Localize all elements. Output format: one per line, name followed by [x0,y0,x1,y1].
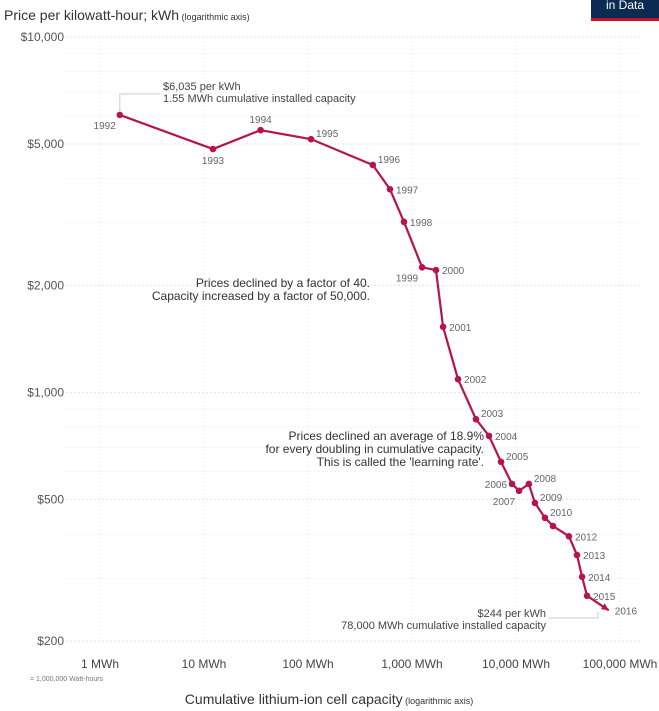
year-label: 1997 [396,185,419,196]
year-label: 1996 [378,155,401,166]
data-point [418,263,426,271]
year-label: 2014 [588,573,611,584]
x-unit-note: = 1,000,000 Watt-hours [30,676,104,683]
factor-annotation-line: Capacity increased by a factor of 50,000… [152,289,370,303]
chart-title: Price per kilowatt-hour; kWh (logarithmi… [4,7,250,23]
data-point [400,218,408,226]
data-point [497,458,505,466]
data-point [485,432,493,440]
data-point [454,375,462,383]
x-axis-note: (logarithmic axis) [403,696,474,706]
data-point [573,551,581,559]
x-axis-label: Cumulative lithium-ion cell capacity (lo… [185,691,473,707]
data-point [583,592,591,600]
year-label: 1992 [94,121,117,132]
data-point [209,145,217,153]
data-point [531,499,539,507]
year-label: 2000 [442,266,465,277]
x-tick-label: 10 MWh [182,657,227,671]
x-tick-label: 1 MWh [81,657,119,671]
year-label: 2004 [495,432,518,443]
data-point [525,480,533,488]
y-tick-label: $5,000 [27,137,64,151]
y-tick-label: $200 [37,634,64,648]
year-label: 2002 [464,375,487,386]
year-label: 2010 [550,508,573,519]
data-point [578,573,586,581]
data-point [439,323,447,331]
learning-rate-annotation-line: Prices declined an average of 18.9% [289,429,485,443]
data-point [472,415,480,423]
arrow-head [600,603,609,611]
end-leader-line [548,612,599,619]
year-label: 2009 [540,493,563,504]
year-label: 1993 [202,156,225,167]
data-point [565,533,573,540]
data-point [257,126,264,134]
data-point [432,266,440,274]
year-label: 1995 [316,129,339,140]
year-label: 1994 [249,115,272,126]
data-point [386,185,394,193]
data-point [541,514,549,522]
year-label: 2016 [615,606,638,617]
factor-annotation-line: Prices declined by a factor of 40. [196,276,370,290]
data-point [307,135,315,143]
year-label: 2012 [575,532,598,543]
year-label: 2007 [493,497,516,508]
end-annotation-line: 78,000 MWh cumulative installed capacity [341,620,546,632]
year-label: 1999 [396,273,419,284]
series-line [119,113,610,612]
x-tick-label: 1,000 MWh [381,657,442,671]
start-annotation-line: 1.55 MWh cumulative installed capacity [163,93,356,105]
y-tick-label: $500 [37,493,64,507]
logo-text: in Data [605,0,645,12]
end-annotation-line: $244 per kWh [478,608,546,620]
year-label: 2008 [534,474,557,485]
y-tick-label: $2,000 [27,278,64,292]
data-point [369,161,377,169]
year-label: 2006 [485,480,508,491]
year-label: 2003 [481,409,504,420]
data-point [116,111,124,119]
data-point [508,480,516,488]
data-point [549,522,557,530]
year-label: 1998 [410,218,433,229]
x-tick-label: 100,000 MWh [583,657,658,671]
start-leader-line [119,93,160,111]
x-tick-label: 100 MWh [282,657,333,671]
y-tick-label: $10,000 [21,30,65,44]
year-label: 2013 [583,551,606,562]
learning-rate-annotation-line: for every doubling in cumulative capacit… [265,442,484,456]
learning-rate-annotation-line: This is called the 'learning rate'. [317,455,484,469]
owid-logo[interactable]: in Data [591,0,659,21]
start-annotation-line: $6,035 per kWh [163,81,241,93]
x-tick-label: 10,000 MWh [482,657,550,671]
data-point [515,487,523,495]
year-label: 2001 [449,323,472,334]
title-note: (logarithmic axis) [179,12,250,22]
year-label: 2005 [506,452,529,463]
y-tick-label: $1,000 [27,386,64,400]
year-label: 2015 [593,592,616,603]
